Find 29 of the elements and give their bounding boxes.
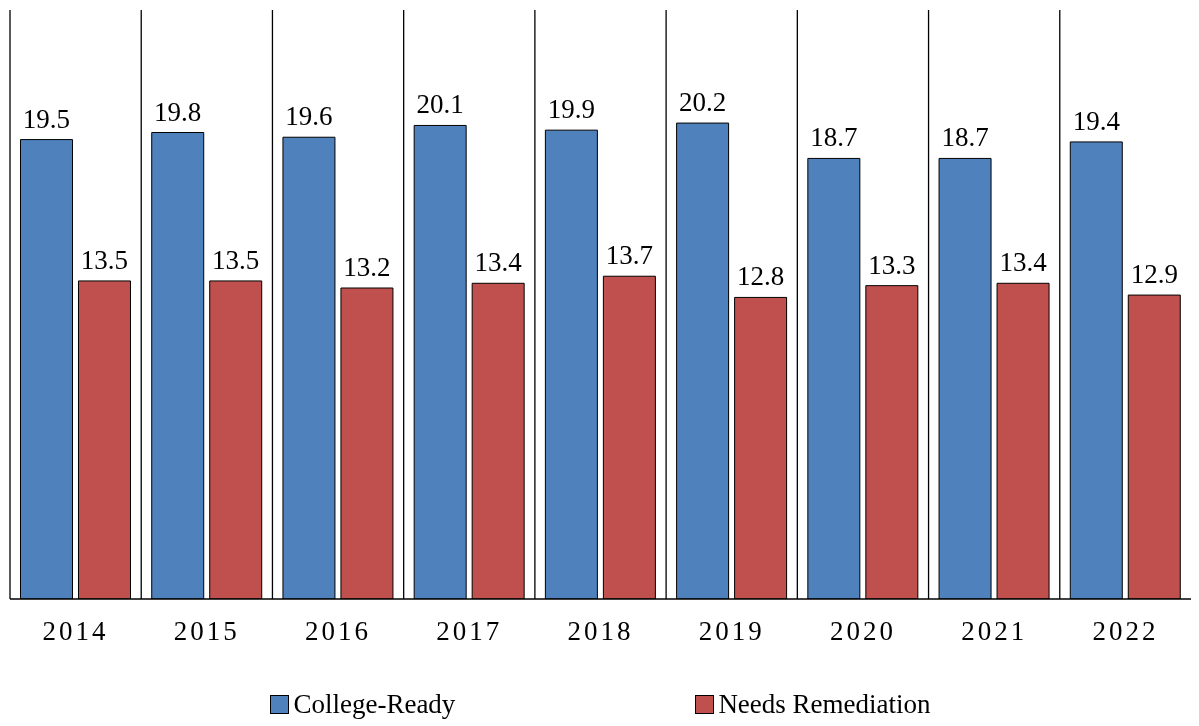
data-label: 20.1 xyxy=(416,89,464,120)
data-label: 19.4 xyxy=(1072,105,1121,136)
x-tick-label: 2017 xyxy=(436,616,503,647)
legend-label: Needs Remediation xyxy=(718,689,931,720)
x-tick-label: 2021 xyxy=(961,616,1028,647)
x-tick-label: 2020 xyxy=(829,616,896,647)
data-label: 18.7 xyxy=(941,122,989,153)
legend-label: College-Ready xyxy=(293,689,456,720)
data-label: 12.8 xyxy=(736,261,785,292)
data-label: 13.3 xyxy=(868,249,916,280)
data-label: 13.7 xyxy=(605,240,654,271)
x-tick-label: 2018 xyxy=(567,616,634,647)
data-label: 12.9 xyxy=(1130,259,1178,290)
x-tick-label: 2014 xyxy=(42,616,109,647)
x-tick-label: 2022 xyxy=(1092,616,1159,647)
data-label: 13.5 xyxy=(212,244,260,275)
x-tick-label: 2019 xyxy=(698,616,765,647)
data-label: 19.5 xyxy=(22,103,71,134)
data-label: 19.6 xyxy=(285,101,333,132)
data-label: 20.2 xyxy=(678,87,727,118)
data-label: 13.4 xyxy=(999,247,1048,278)
x-tick-label: 2016 xyxy=(305,616,372,647)
x-tick-label: 2015 xyxy=(173,616,240,647)
data-label: 19.9 xyxy=(547,94,596,125)
data-label: 19.8 xyxy=(154,96,202,127)
data-label: 13.2 xyxy=(343,252,391,283)
data-label: 13.4 xyxy=(474,247,523,278)
data-label: 13.5 xyxy=(80,244,129,275)
data-label: 18.7 xyxy=(810,122,858,153)
